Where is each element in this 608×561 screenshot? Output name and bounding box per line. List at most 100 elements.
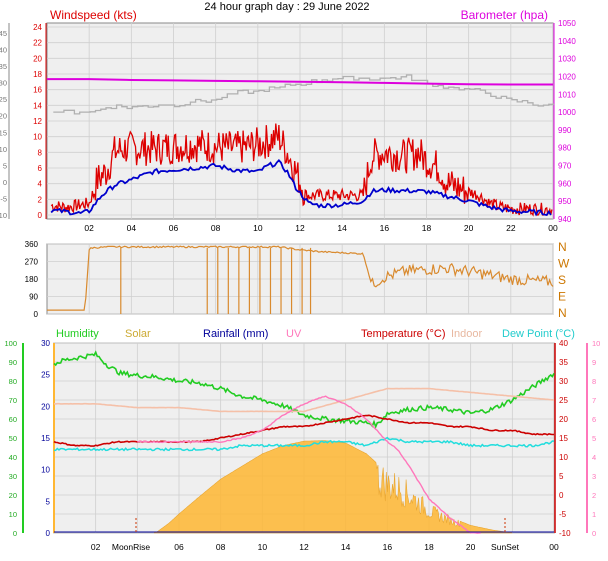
solar-label: Solar <box>125 328 151 340</box>
barometer-tick-label: 980 <box>558 144 572 153</box>
wind-tick-label: 20 <box>33 54 42 63</box>
wind-x-tick-label: 14 <box>337 223 347 233</box>
temperature-tick-label: 35 <box>559 358 568 367</box>
temperature-tick-label: -5 <box>559 510 567 519</box>
humidity-tick-label: 50 <box>9 434 17 443</box>
compass-tick-label: N <box>558 306 567 320</box>
barometer-tick-label: 1040 <box>558 37 576 46</box>
wind-x-tick-label: 02 <box>84 223 94 233</box>
temperature-tick-label: 30 <box>559 377 568 386</box>
weather-series <box>53 350 555 534</box>
temperature-tick-label: 25 <box>559 396 568 405</box>
direction-tick-label: 270 <box>25 258 39 267</box>
wind-average-line <box>50 158 552 217</box>
uv-label: UV <box>286 328 302 340</box>
wind-tick-label: 6 <box>38 164 43 173</box>
barometer-tick-label: 970 <box>558 162 572 171</box>
temperature-tick-label: -10 <box>559 529 571 538</box>
humidity-tick-label: 90 <box>9 358 17 367</box>
solar-tick-label: 30 <box>41 339 50 348</box>
humidity-tick-label: 60 <box>9 415 17 424</box>
wind-x-tick-label: 08 <box>211 223 221 233</box>
direction-tick-label: 360 <box>25 240 39 249</box>
windspeed-line <box>50 123 553 217</box>
humidity-tick-label: 100 <box>4 339 17 348</box>
solar-tick-label: 5 <box>46 497 51 506</box>
barometer-tick-label: 1020 <box>558 72 576 81</box>
weather-x-tick-label: 06 <box>174 542 184 552</box>
wind-outer-tick-label: 40 <box>0 46 7 55</box>
wind-tick-label: 24 <box>33 23 42 32</box>
sunset-label: SunSet <box>491 542 520 552</box>
uv-tick-label: 6 <box>592 415 596 424</box>
wind-outer-tick-label: 35 <box>0 62 7 71</box>
wind-x-tick-label: 04 <box>127 223 137 233</box>
solar-tick-label: 25 <box>41 371 50 380</box>
weather-x-tick-label: 02 <box>91 542 101 552</box>
wind-tick-label: 12 <box>33 117 42 126</box>
wind-grid <box>47 23 554 219</box>
wind-x-tick-label: 12 <box>295 223 305 233</box>
humidity-tick-label: 10 <box>9 510 17 519</box>
weather-axis-ticks: 4035302520151050-5-101009080706050403020… <box>4 339 600 552</box>
wind-x-tick-label: 22 <box>506 223 516 233</box>
gust-line <box>53 74 555 115</box>
temperature-tick-label: 15 <box>559 434 568 443</box>
dewpoint-line <box>53 436 555 452</box>
wind-outer-tick-label: -10 <box>0 211 7 220</box>
direction-series <box>47 245 554 314</box>
indoor-line <box>53 387 555 413</box>
barometer-tick-label: 990 <box>558 126 572 135</box>
uv-tick-label: 5 <box>592 434 596 443</box>
compass-tick-label: W <box>558 257 570 271</box>
moonrise-label: MoonRise <box>112 542 151 552</box>
graph-title: 24 hour graph day : 29 June 2022 <box>204 1 369 13</box>
humidity-tick-label: 0 <box>13 529 17 538</box>
humidity-tick-label: 40 <box>9 453 17 462</box>
wind-outer-tick-label: 0 <box>3 178 7 187</box>
temperature-tick-label: 20 <box>559 415 568 424</box>
uv-tick-label: 3 <box>592 472 596 481</box>
wind-tick-label: 10 <box>33 133 42 142</box>
temperature-tick-label: 10 <box>559 453 568 462</box>
humidity-tick-label: 30 <box>9 472 17 481</box>
compass-tick-label: S <box>558 273 566 287</box>
barometer-tick-label: 1050 <box>558 19 576 28</box>
wind-x-tick-label: 20 <box>464 223 474 233</box>
direction-tick-label: 0 <box>34 310 39 319</box>
uv-tick-label: 9 <box>592 358 596 367</box>
direction-grid <box>47 243 554 315</box>
compass-tick-label: E <box>558 290 566 304</box>
uv-tick-label: 2 <box>592 491 596 500</box>
solar-tick-label: 10 <box>41 466 50 475</box>
indoor-label: Indoor <box>451 328 483 340</box>
barometer-tick-label: 1000 <box>558 108 576 117</box>
wind-axis-ticks: 242220181614121086420454035302520151050-… <box>0 19 576 233</box>
uv-tick-label: 7 <box>592 396 596 405</box>
barometer-tick-label: 940 <box>558 215 572 224</box>
wind-tick-label: 2 <box>38 195 43 204</box>
wind-direction-line <box>47 245 554 311</box>
humidity-tick-label: 70 <box>9 396 17 405</box>
direction-tick-label: 180 <box>25 275 39 284</box>
wind-outer-tick-label: 30 <box>0 79 7 88</box>
barometer-tick-label: 950 <box>558 197 572 206</box>
rainfall-label: Rainfall (mm) <box>203 328 268 340</box>
uv-tick-label: 10 <box>592 339 600 348</box>
wind-outer-tick-label: -5 <box>0 194 7 203</box>
solar-tick-label: 15 <box>41 434 50 443</box>
wind-outer-tick-label: 10 <box>0 145 7 154</box>
uv-tick-label: 1 <box>592 510 596 519</box>
barometer-tick-label: 1010 <box>558 90 576 99</box>
barometer-tick-label: 960 <box>558 179 572 188</box>
wind-tick-label: 8 <box>38 148 43 157</box>
barometer-label: Barometer (hpa) <box>461 8 548 22</box>
temperature-tick-label: 40 <box>559 339 568 348</box>
temperature-label: Temperature (°C) <box>361 328 445 340</box>
barometer-tick-label: 1030 <box>558 55 576 64</box>
wind-tick-label: 4 <box>38 180 43 189</box>
wind-tick-label: 22 <box>33 39 42 48</box>
uv-tick-label: 0 <box>592 529 596 538</box>
